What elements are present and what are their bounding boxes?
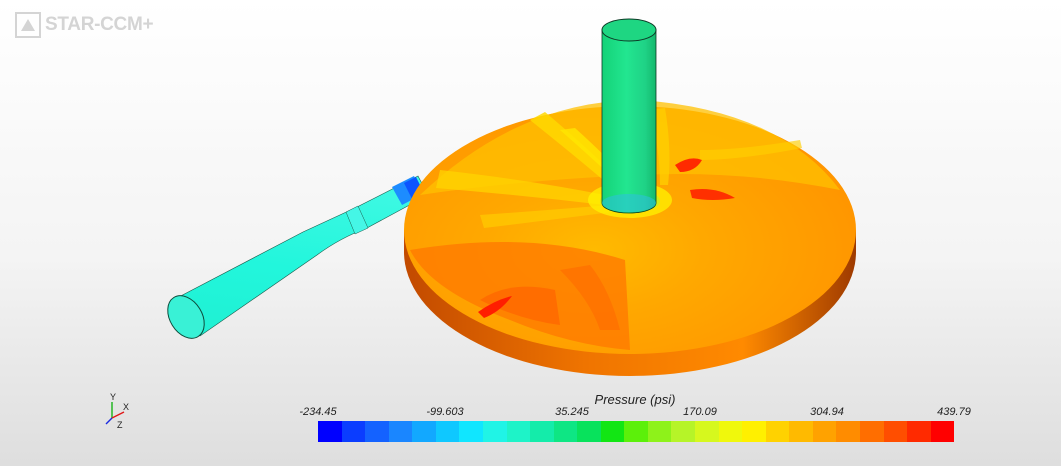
legend-tick-label: -99.603 [426,406,464,418]
legend-color-swatch [647,421,672,442]
legend-color-swatch [718,421,743,442]
legend-title: Pressure (psi) [594,392,676,407]
legend-tick-label: 35.245 [555,406,589,418]
legend-color-swatch [789,421,813,442]
legend-color-swatch [600,421,625,442]
legend-tick-label: 439.79 [937,406,971,418]
triad-x-label: X [123,402,129,412]
legend-color-swatch [907,421,931,442]
pressure-legend[interactable]: Pressure (psi) -234.45 -99.603 35.245 17… [290,392,980,452]
legend-color-swatch [341,421,366,442]
legend-tick-label: -234.45 [299,406,337,418]
legend-color-swatch [624,421,648,442]
legend-color-swatch [530,421,554,442]
legend-color-swatch [765,421,790,442]
legend-color-swatch [388,421,413,442]
legend-tick-labels: -234.45 -99.603 35.245 170.09 304.94 439… [290,406,980,422]
legend-color-swatch [318,421,342,442]
legend-color-swatch [742,421,766,442]
legend-color-swatch [812,421,837,442]
legend-color-swatch [883,421,908,442]
inlet-pipe [167,175,429,339]
triad-z-label: Z [117,420,123,430]
legend-color-swatch [836,421,860,442]
legend-color-swatch [859,421,884,442]
legend-color-swatch [506,421,531,442]
triad-y-label: Y [110,392,116,402]
legend-color-bar [318,421,955,442]
axis-triad-icon[interactable]: Y X Z [100,392,136,432]
logo-icon [15,12,41,38]
legend-color-swatch [459,421,483,442]
legend-color-swatch [671,421,695,442]
legend-color-swatch [930,421,955,442]
central-shaft [601,18,657,214]
legend-color-swatch [435,421,460,442]
legend-color-swatch [695,421,719,442]
logo-text: STAR-CCM+ [45,14,154,35]
legend-color-swatch [412,421,436,442]
app-logo: STAR-CCM+ [15,10,154,40]
legend-color-swatch [577,421,601,442]
legend-tick-label: 170.09 [683,406,717,418]
legend-color-swatch [553,421,578,442]
legend-tick-label: 304.94 [810,406,844,418]
legend-color-swatch [482,421,507,442]
legend-color-swatch [365,421,389,442]
